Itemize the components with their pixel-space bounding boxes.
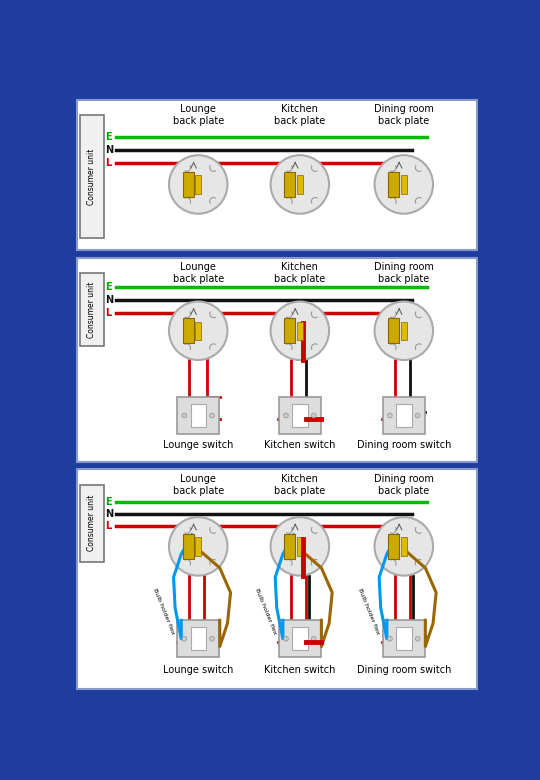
Circle shape — [375, 302, 433, 360]
Text: L: L — [105, 521, 111, 531]
FancyBboxPatch shape — [297, 176, 303, 193]
FancyBboxPatch shape — [183, 534, 193, 558]
Text: Bulb holder flex: Bulb holder flex — [254, 588, 277, 636]
Circle shape — [169, 517, 227, 576]
FancyBboxPatch shape — [285, 318, 295, 343]
FancyBboxPatch shape — [292, 404, 308, 427]
Circle shape — [388, 636, 392, 641]
Circle shape — [182, 636, 187, 641]
FancyBboxPatch shape — [388, 318, 399, 343]
Text: E: E — [105, 497, 112, 507]
Circle shape — [312, 413, 316, 418]
FancyBboxPatch shape — [183, 172, 193, 197]
Circle shape — [271, 155, 329, 214]
FancyBboxPatch shape — [396, 404, 411, 427]
Text: Consumer unit: Consumer unit — [87, 495, 97, 551]
Text: Lounge
back plate: Lounge back plate — [173, 262, 224, 284]
FancyBboxPatch shape — [401, 321, 407, 340]
Text: L: L — [105, 158, 111, 168]
FancyBboxPatch shape — [383, 397, 425, 434]
Text: N: N — [105, 509, 113, 519]
Circle shape — [169, 155, 227, 214]
Circle shape — [284, 413, 288, 418]
FancyBboxPatch shape — [396, 627, 411, 651]
FancyBboxPatch shape — [279, 620, 321, 658]
Circle shape — [415, 636, 420, 641]
Text: L: L — [105, 308, 111, 318]
Text: E: E — [105, 282, 112, 292]
Circle shape — [169, 302, 227, 360]
Text: Lounge switch: Lounge switch — [163, 440, 233, 450]
Circle shape — [271, 302, 329, 360]
Text: Dining room
back plate: Dining room back plate — [374, 105, 434, 126]
FancyBboxPatch shape — [297, 321, 303, 340]
Text: Lounge
back plate: Lounge back plate — [173, 474, 224, 495]
Text: Dining room
back plate: Dining room back plate — [374, 262, 434, 284]
Text: Kitchen
back plate: Kitchen back plate — [274, 474, 326, 495]
Text: Consumer unit: Consumer unit — [87, 282, 97, 338]
FancyBboxPatch shape — [177, 620, 219, 658]
FancyBboxPatch shape — [383, 620, 425, 658]
FancyBboxPatch shape — [77, 257, 477, 462]
Text: Dining room switch: Dining room switch — [356, 440, 451, 450]
FancyBboxPatch shape — [292, 627, 308, 651]
Circle shape — [415, 413, 420, 418]
Text: Kitchen
back plate: Kitchen back plate — [274, 105, 326, 126]
FancyBboxPatch shape — [80, 115, 104, 239]
Text: Dining room
back plate: Dining room back plate — [374, 474, 434, 495]
Circle shape — [284, 636, 288, 641]
Circle shape — [182, 413, 187, 418]
Text: Kitchen
back plate: Kitchen back plate — [274, 262, 326, 284]
FancyBboxPatch shape — [285, 534, 295, 558]
Text: N: N — [105, 295, 113, 305]
FancyBboxPatch shape — [80, 273, 104, 346]
FancyBboxPatch shape — [195, 176, 201, 193]
Text: Lounge switch: Lounge switch — [163, 665, 233, 675]
FancyBboxPatch shape — [401, 176, 407, 193]
Circle shape — [210, 636, 214, 641]
Circle shape — [375, 517, 433, 576]
Circle shape — [312, 636, 316, 641]
Text: Consumer unit: Consumer unit — [87, 148, 97, 205]
Text: E: E — [105, 132, 112, 142]
FancyBboxPatch shape — [195, 537, 201, 555]
Text: Lounge
back plate: Lounge back plate — [173, 105, 224, 126]
Text: Kitchen switch: Kitchen switch — [264, 440, 335, 450]
FancyBboxPatch shape — [183, 318, 193, 343]
FancyBboxPatch shape — [77, 100, 477, 250]
Text: N: N — [105, 145, 113, 154]
Circle shape — [388, 413, 392, 418]
FancyBboxPatch shape — [191, 404, 206, 427]
FancyBboxPatch shape — [285, 172, 295, 197]
Text: Bulb holder flex: Bulb holder flex — [152, 588, 175, 636]
FancyBboxPatch shape — [297, 537, 303, 555]
FancyBboxPatch shape — [388, 534, 399, 558]
FancyBboxPatch shape — [401, 537, 407, 555]
Circle shape — [271, 517, 329, 576]
Text: Kitchen switch: Kitchen switch — [264, 665, 335, 675]
FancyBboxPatch shape — [191, 627, 206, 651]
FancyBboxPatch shape — [177, 397, 219, 434]
FancyBboxPatch shape — [77, 470, 477, 689]
FancyBboxPatch shape — [388, 172, 399, 197]
Text: Bulb holder flex: Bulb holder flex — [357, 588, 381, 636]
FancyBboxPatch shape — [80, 484, 104, 562]
Text: Dining room switch: Dining room switch — [356, 665, 451, 675]
Circle shape — [375, 155, 433, 214]
Circle shape — [210, 413, 214, 418]
FancyBboxPatch shape — [195, 321, 201, 340]
FancyBboxPatch shape — [279, 397, 321, 434]
